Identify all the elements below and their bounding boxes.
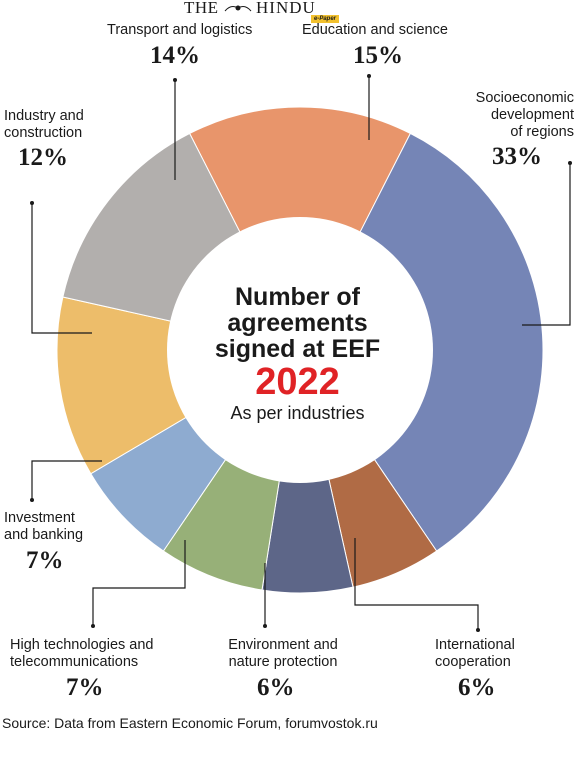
label-intl-line1: International: [435, 637, 515, 653]
label-education: Education and science: [302, 22, 448, 38]
pct-socio: 33%: [492, 143, 542, 170]
chart-title-line2: agreements: [227, 309, 368, 337]
pct-industry: 12%: [18, 144, 68, 171]
chart-title-block: Number of agreements signed at EEF 2022 …: [170, 284, 425, 424]
label-socio-line1: Socioeconomic: [475, 90, 574, 106]
leader-dot-transport: [173, 78, 177, 82]
crest-icon: [224, 5, 252, 12]
leader-dot-invest: [30, 498, 34, 502]
pct-transport: 14%: [150, 42, 200, 69]
leader-dot-env: [263, 624, 267, 628]
label-intl-line2: cooperation: [435, 654, 511, 670]
label-env: Environment and nature protection: [208, 637, 358, 671]
label-industry-line2: construction: [4, 125, 83, 141]
source-note: Source: Data from Eastern Economic Forum…: [2, 715, 378, 731]
label-industry-line1: Industry and: [4, 108, 84, 124]
pct-hightech: 7%: [66, 674, 104, 701]
leader-dot-education: [367, 74, 371, 78]
leader-dot-hightech: [91, 624, 95, 628]
masthead-hindu: HINDU: [256, 0, 316, 17]
masthead-logo: THE HINDU e-Paper: [184, 0, 344, 26]
donut-hole: [167, 217, 433, 483]
masthead-the: THE: [184, 0, 219, 17]
leader-dot-socio: [568, 161, 572, 165]
pct-env: 6%: [257, 674, 295, 701]
leader-dot-industry: [30, 201, 34, 205]
leader-invest: [31, 460, 102, 500]
pct-intl: 6%: [458, 674, 496, 701]
label-hightech-line1: High technologies and: [10, 637, 154, 653]
leader-industry: [31, 203, 92, 334]
label-invest: Investment and banking: [4, 510, 83, 544]
chart-title-line1: Number of: [235, 283, 360, 311]
epaper-badge: e-Paper: [311, 15, 340, 23]
label-env-line1: Environment and: [228, 637, 338, 653]
leader-intl: [354, 538, 479, 630]
label-socio-line2: development: [490, 107, 574, 123]
label-industry: Industry and construction: [4, 108, 84, 142]
pct-invest: 7%: [26, 547, 64, 574]
label-invest-line1: Investment: [4, 510, 75, 526]
leader-lines: [30, 74, 572, 632]
chart-year: 2022: [255, 361, 340, 403]
leader-socio: [522, 163, 571, 326]
label-intl: International cooperation: [435, 637, 515, 671]
label-hightech: High technologies and telecommunications: [10, 637, 154, 671]
label-socio: Socioeconomic development of regions: [430, 90, 574, 141]
label-socio-line3: of regions: [510, 124, 574, 140]
label-transport: Transport and logistics: [107, 22, 253, 38]
label-hightech-line2: telecommunications: [10, 654, 139, 670]
label-invest-line2: and banking: [4, 527, 84, 543]
leader-dot-intl: [476, 628, 480, 632]
leader-hightech: [92, 540, 186, 626]
label-env-line2: nature protection: [228, 654, 338, 670]
pct-education: 15%: [353, 42, 403, 69]
chart-title-line3: signed at EEF: [214, 335, 381, 363]
chart-subtitle: As per industries: [230, 403, 365, 423]
